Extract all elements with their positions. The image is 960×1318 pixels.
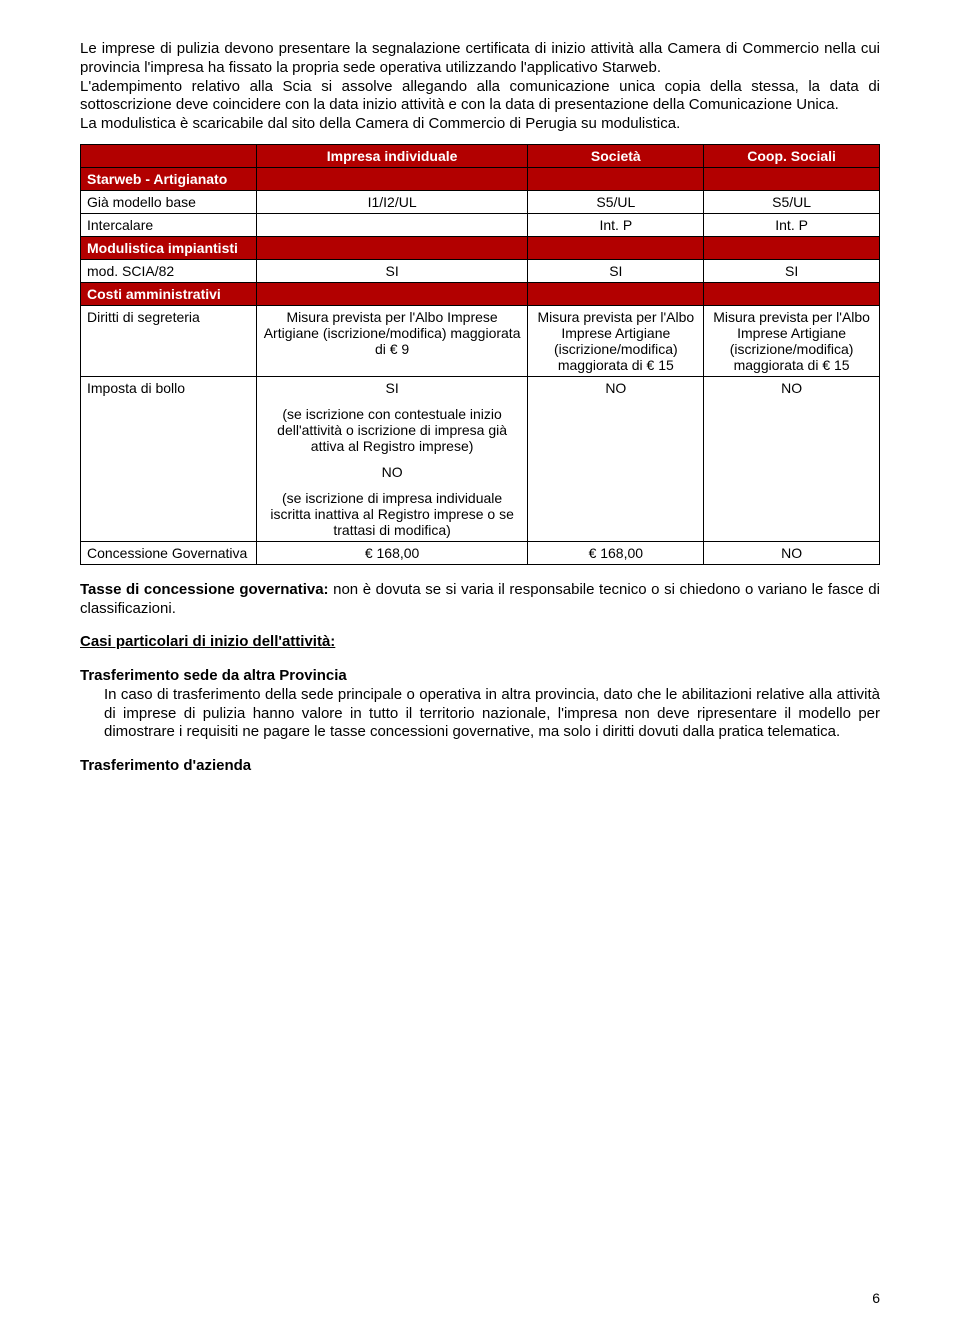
row-conc-c2: € 168,00: [528, 541, 704, 564]
blank: [256, 167, 528, 190]
blank: [704, 236, 880, 259]
blank: [256, 236, 528, 259]
casi-heading: Casi particolari di inizio dell'attività…: [80, 633, 880, 652]
trasf-sede-heading: Trasferimento sede da altra Provincia: [80, 667, 880, 686]
row-diritti: Diritti di segreteria Misura prevista pe…: [81, 305, 880, 376]
row-concessione: Concessione Governativa € 168,00 € 168,0…: [81, 541, 880, 564]
blank: [704, 282, 880, 305]
row-modello-c1: I1/I2/UL: [256, 190, 528, 213]
trasf-sede-block: Trasferimento sede da altra Provincia In…: [80, 667, 880, 742]
main-table: Impresa individuale Società Coop. Social…: [80, 144, 880, 565]
row-diritti-c1: Misura prevista per l'Albo Imprese Artig…: [256, 305, 528, 376]
trasf-azienda-heading: Trasferimento d'azienda: [80, 757, 880, 776]
tasse-label: Tasse di concessione governativa:: [80, 581, 329, 598]
row-bollo: Imposta di bollo SI (se iscrizione con c…: [81, 376, 880, 541]
blank: [528, 282, 704, 305]
row-scia: mod. SCIA/82 SI SI SI: [81, 259, 880, 282]
row-bollo-c1: SI (se iscrizione con contestuale inizio…: [256, 376, 528, 541]
section-modulistica: Modulistica impiantisti: [81, 236, 880, 259]
blank: [528, 236, 704, 259]
intro-p2: L'adempimento relativo alla Scia si asso…: [80, 78, 880, 114]
row-bollo-c1b: (se iscrizione con contestuale inizio de…: [263, 406, 522, 454]
row-scia-label: mod. SCIA/82: [81, 259, 257, 282]
row-intercalare-label: Intercalare: [81, 213, 257, 236]
row-scia-c1: SI: [256, 259, 528, 282]
blank: [528, 167, 704, 190]
row-modello-base: Già modello base I1/I2/UL S5/UL S5/UL: [81, 190, 880, 213]
row-intercalare-c2: Int. P: [528, 213, 704, 236]
intro-paragraphs: Le imprese di pulizia devono presentare …: [80, 40, 880, 134]
row-bollo-label: Imposta di bollo: [81, 376, 257, 541]
header-empty: [81, 144, 257, 167]
row-bollo-c1d: (se iscrizione di impresa individuale is…: [263, 490, 522, 538]
table-header-row: Impresa individuale Società Coop. Social…: [81, 144, 880, 167]
header-col3: Coop. Sociali: [704, 144, 880, 167]
blank: [256, 282, 528, 305]
page-number: 6: [872, 1290, 880, 1306]
row-scia-c2: SI: [528, 259, 704, 282]
header-col1: Impresa individuale: [256, 144, 528, 167]
row-modello-label: Già modello base: [81, 190, 257, 213]
section-costi-label: Costi amministrativi: [81, 282, 257, 305]
after-section: Tasse di concessione governativa: non è …: [80, 581, 880, 776]
row-conc-c1: € 168,00: [256, 541, 528, 564]
trasf-sede-body: In caso di trasferimento della sede prin…: [104, 686, 880, 742]
row-intercalare-c1: [256, 213, 528, 236]
row-modello-c2: S5/UL: [528, 190, 704, 213]
tasse-paragraph: Tasse di concessione governativa: non è …: [80, 581, 880, 619]
row-diritti-c2: Misura prevista per l'Albo Imprese Artig…: [528, 305, 704, 376]
blank: [704, 167, 880, 190]
row-bollo-c1c: NO: [263, 464, 522, 480]
page: Le imprese di pulizia devono presentare …: [0, 0, 960, 1318]
intro-p1: Le imprese di pulizia devono presentare …: [80, 40, 880, 76]
row-conc-c3: NO: [704, 541, 880, 564]
row-diritti-label: Diritti di segreteria: [81, 305, 257, 376]
row-modello-c3: S5/UL: [704, 190, 880, 213]
row-scia-c3: SI: [704, 259, 880, 282]
section-starweb: Starweb - Artigianato: [81, 167, 880, 190]
intro-p3: La modulistica è scaricabile dal sito de…: [80, 115, 680, 132]
row-bollo-c1a: SI: [263, 380, 522, 396]
header-col2: Società: [528, 144, 704, 167]
row-intercalare-c3: Int. P: [704, 213, 880, 236]
row-bollo-c3: NO: [704, 376, 880, 541]
row-diritti-c3: Misura prevista per l'Albo Imprese Artig…: [704, 305, 880, 376]
section-costi: Costi amministrativi: [81, 282, 880, 305]
row-bollo-c2: NO: [528, 376, 704, 541]
row-conc-label: Concessione Governativa: [81, 541, 257, 564]
row-intercalare: Intercalare Int. P Int. P: [81, 213, 880, 236]
section-starweb-label: Starweb - Artigianato: [81, 167, 257, 190]
section-modulistica-label: Modulistica impiantisti: [81, 236, 257, 259]
